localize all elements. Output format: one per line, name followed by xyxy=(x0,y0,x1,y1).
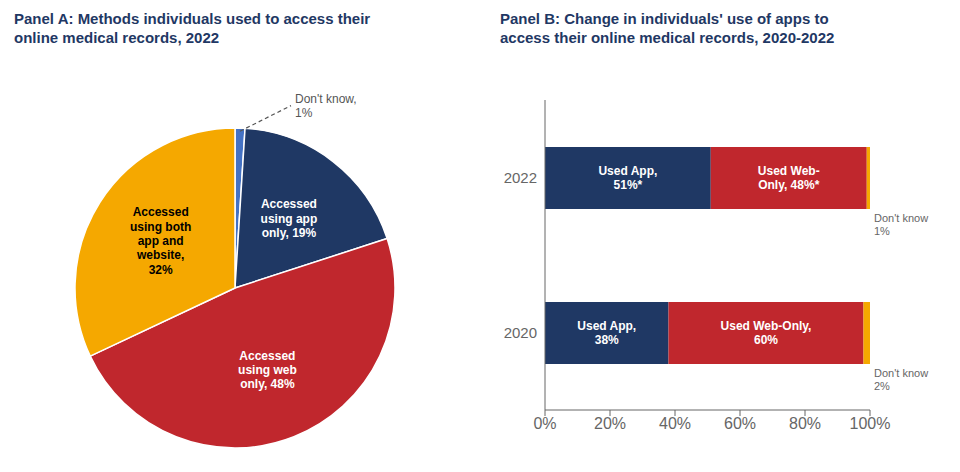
html-text:Panel B: Change in individuals: Panel B: Change in individuals' use of a… xyxy=(500,10,835,46)
svg-text:Don't know1%: Don't know1% xyxy=(874,212,928,237)
svg-text:Accessedusing webonly, 48%: Accessedusing webonly, 48% xyxy=(238,349,297,392)
svg-text:100%: 100% xyxy=(850,415,891,432)
svg-text:Used Web-Only, 48%*: Used Web-Only, 48%* xyxy=(758,164,820,192)
svg-text:0%: 0% xyxy=(533,415,556,432)
svg-text:60%: 60% xyxy=(724,415,756,432)
svg-text:Don't know,1%: Don't know,1% xyxy=(295,92,357,120)
svg-text:Don't know2%: Don't know2% xyxy=(874,367,928,392)
svg-text:80%: 80% xyxy=(789,415,821,432)
svg-text:2020: 2020 xyxy=(504,324,537,341)
svg-text:Used App,38%: Used App,38% xyxy=(577,319,636,347)
svg-text:20%: 20% xyxy=(594,415,626,432)
svg-text:Accessedusing bothapp andwebsi: Accessedusing bothapp andwebsite,32% xyxy=(130,205,191,277)
html-text:Panel A: Methods individuals u: Panel A: Methods individuals used to acc… xyxy=(14,10,371,46)
svg-text:Accessedusing apponly, 19%: Accessedusing apponly, 19% xyxy=(261,197,318,240)
svg-text:2022: 2022 xyxy=(504,169,537,186)
svg-text:Used App,51%*: Used App,51%* xyxy=(598,164,657,192)
svg-text:Used Web-Only,60%: Used Web-Only,60% xyxy=(721,319,812,347)
svg-text:40%: 40% xyxy=(659,415,691,432)
